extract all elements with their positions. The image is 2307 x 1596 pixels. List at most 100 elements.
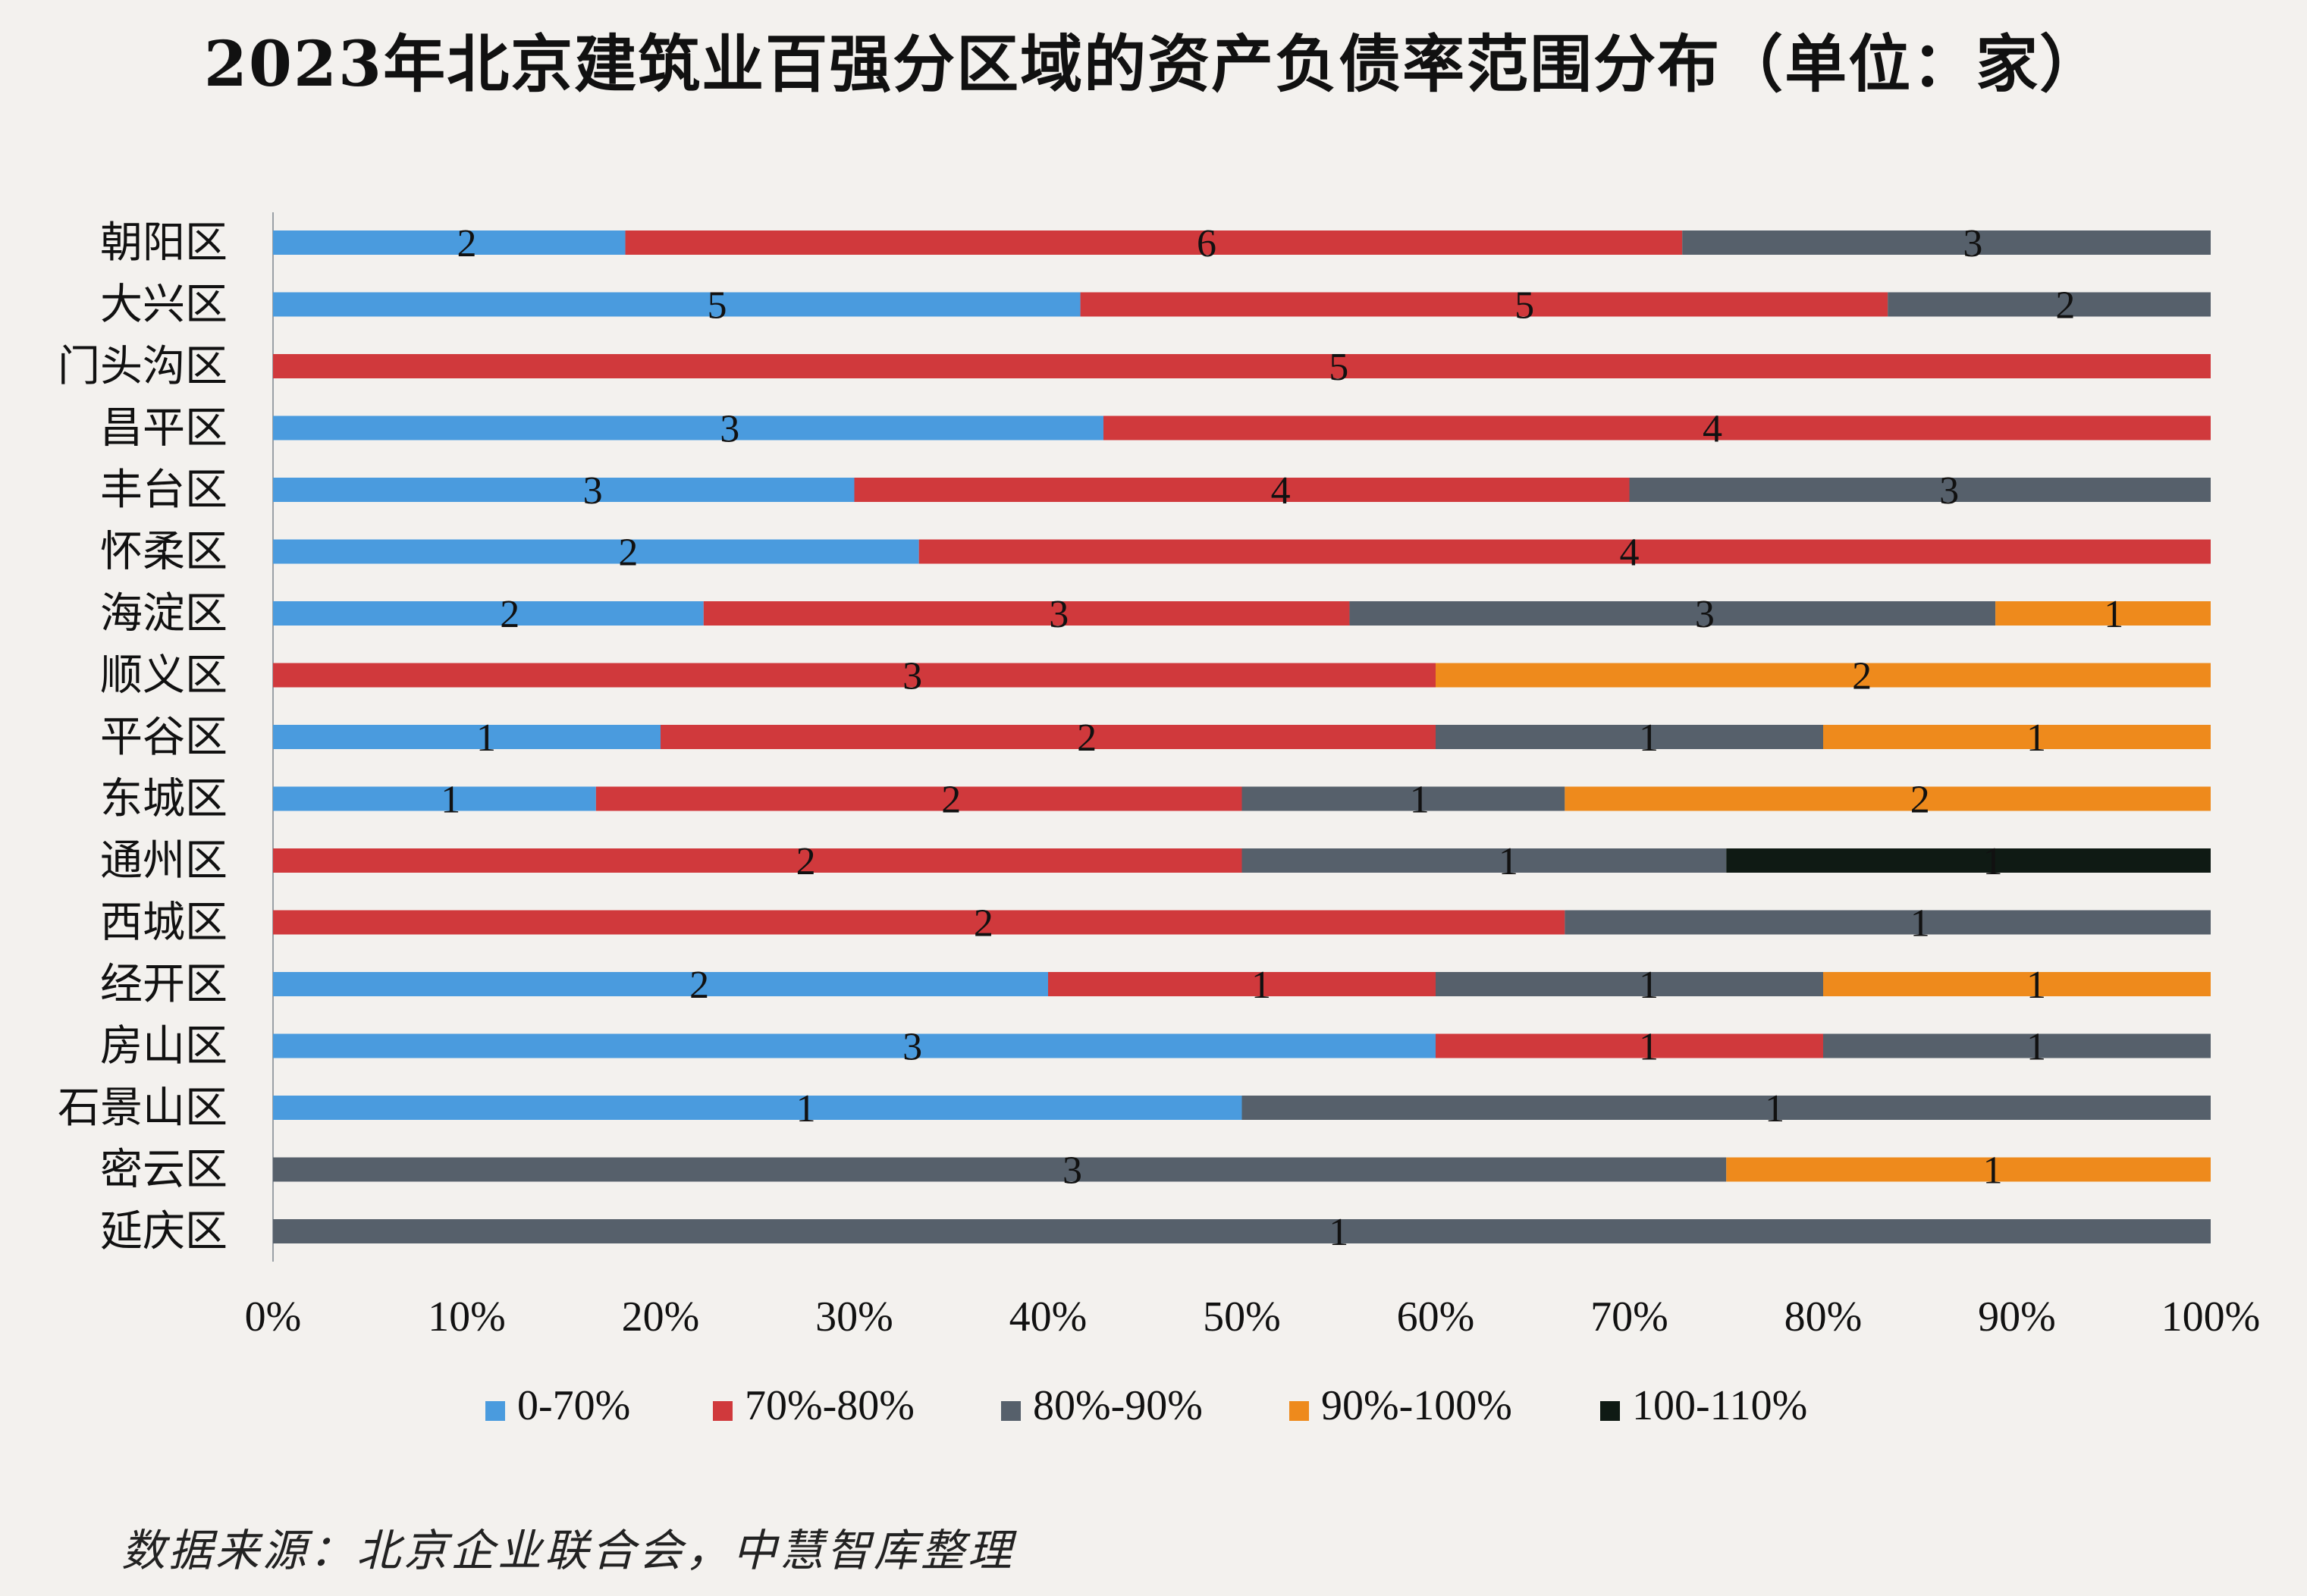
legend-swatch (1289, 1401, 1309, 1421)
legend-label: 70%-80% (745, 1382, 915, 1429)
data-label: 3 (902, 655, 922, 698)
bar-segment (703, 601, 1350, 626)
bar-segment (1682, 230, 2211, 255)
category-label: 大兴区 (100, 281, 228, 330)
bar-segment (854, 478, 1630, 502)
bar-segment (625, 230, 1683, 255)
bar-segment (1048, 972, 1436, 996)
category-label: 东城区 (100, 775, 228, 824)
category-label: 丰台区 (100, 466, 228, 515)
data-label: 2 (1910, 779, 1930, 822)
data-label: 2 (974, 902, 993, 945)
x-tick-label: 100% (2161, 1293, 2261, 1340)
category-label: 石景山区 (58, 1083, 228, 1133)
data-label: 1 (441, 779, 460, 822)
category-label: 怀柔区 (100, 528, 228, 577)
bar-segment (1349, 601, 1996, 626)
category-label: 经开区 (100, 960, 228, 1009)
data-label: 6 (1197, 222, 1216, 265)
bar-segment (661, 725, 1436, 749)
data-label: 1 (2026, 716, 2046, 760)
bar-segment (273, 478, 855, 502)
category-label: 顺义区 (100, 651, 228, 701)
bar-segment (595, 786, 1242, 811)
category-label: 海淀区 (100, 589, 228, 638)
x-tick-label: 70% (1590, 1293, 1668, 1340)
data-label: 1 (1639, 1026, 1659, 1069)
bars-layer (273, 230, 2211, 1243)
bar-segment (273, 415, 1103, 441)
data-label: 1 (2026, 964, 2046, 1007)
bar-segment (273, 786, 596, 811)
data-label: 3 (1049, 593, 1069, 636)
chart-title: 2023年北京建筑业百强分区域的资产负债率范围分布（单位：家） (203, 28, 2104, 101)
bar-segment (1726, 1157, 2211, 1182)
bar-segment (1726, 848, 2211, 873)
bar-segment (273, 910, 1565, 935)
data-label: 3 (902, 1026, 922, 1069)
bar-segment (1436, 1033, 1823, 1058)
bar-segment (273, 230, 626, 255)
bar-segment (273, 663, 1436, 688)
data-label: 2 (689, 964, 709, 1007)
data-label: 2 (457, 222, 477, 265)
category-label: 房山区 (100, 1022, 228, 1071)
data-label: 1 (796, 1087, 816, 1130)
x-tick-label: 50% (1203, 1293, 1281, 1340)
x-tick-label: 40% (1009, 1293, 1088, 1340)
data-label: 1 (476, 716, 496, 760)
category-label: 密云区 (100, 1146, 228, 1195)
legend-label: 0-70% (517, 1382, 630, 1429)
axis-layer: 0% 10% 20% 30% 40% 50% 60% 70% 80% 90% 100% (245, 212, 2261, 1340)
data-label: 1 (1983, 840, 2003, 883)
data-label: 1 (2104, 593, 2123, 636)
data-label: 2 (941, 779, 961, 822)
data-label: 1 (1329, 1211, 1348, 1254)
bar-segment (1080, 292, 1888, 317)
data-label: 1 (2026, 1026, 2046, 1069)
legend: 0-70% 70%-80% 80%-90% 90%-100% 100-110% (485, 1382, 1807, 1429)
bar-segment (1436, 663, 2211, 688)
source-note: 数据来源：北京企业联合会，中慧智库整理 (121, 1525, 1015, 1576)
bar-segment (1823, 725, 2211, 749)
data-label: 1 (1983, 1149, 2003, 1193)
bar-segment (273, 848, 1242, 873)
data-label: 5 (708, 284, 727, 328)
data-label: 3 (1963, 222, 1982, 265)
legend-label: 90%-100% (1321, 1382, 1512, 1429)
x-tick-label: 60% (1397, 1293, 1475, 1340)
data-label: 4 (1703, 408, 1722, 451)
bar-segment (273, 1157, 1727, 1182)
bar-segment (273, 1219, 2211, 1243)
data-label: 3 (1695, 593, 1715, 636)
x-tick-label: 30% (815, 1293, 893, 1340)
bar-segment (1436, 725, 1823, 749)
bar-segment (1823, 972, 2211, 996)
data-label: 2 (1852, 655, 1872, 698)
category-label: 平谷区 (100, 713, 228, 762)
data-label: 4 (1620, 531, 1640, 575)
legend-swatch (713, 1401, 733, 1421)
bar-segment (1103, 415, 2211, 441)
bar-segment (1241, 786, 1565, 811)
category-label: 西城区 (100, 898, 228, 948)
data-label: 1 (1251, 964, 1271, 1007)
legend-label: 100-110% (1632, 1382, 1807, 1429)
data-label: 2 (1077, 716, 1097, 760)
x-tick-label: 0% (245, 1293, 302, 1340)
data-label: 1 (1765, 1087, 1784, 1130)
bar-segment (273, 292, 1081, 317)
bar-segment (273, 1033, 1436, 1058)
data-label: 1 (1499, 840, 1518, 883)
legend-swatch (485, 1401, 505, 1421)
bar-segment (273, 539, 919, 564)
category-label: 通州区 (100, 836, 228, 886)
data-label: 2 (500, 593, 519, 636)
bar-segment (273, 601, 704, 626)
data-label: 3 (720, 408, 739, 451)
bar-segment (1241, 1096, 2211, 1120)
data-label: 3 (1062, 1149, 1082, 1193)
